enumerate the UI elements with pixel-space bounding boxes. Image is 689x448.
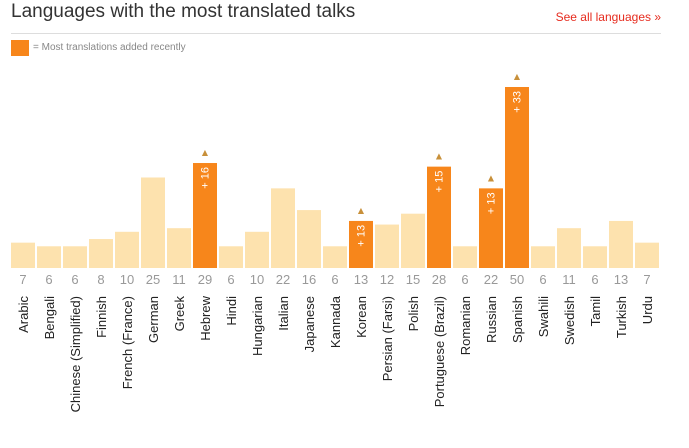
category-label: Turkish <box>614 296 629 338</box>
count-label: 29 <box>198 272 212 287</box>
category-label: Swahili <box>536 296 551 337</box>
count-label: 28 <box>432 272 446 287</box>
category-label: Urdu <box>640 296 655 324</box>
bar <box>37 246 61 268</box>
bar <box>323 246 347 268</box>
bar <box>11 242 35 268</box>
count-label: 13 <box>354 272 368 287</box>
category-label: Romanian <box>458 296 473 355</box>
count-label: 6 <box>461 272 468 287</box>
category-label: Hebrew <box>198 295 213 340</box>
bar <box>609 220 633 268</box>
category-label: Hungarian <box>250 296 265 356</box>
category-label: Swedish <box>562 296 577 345</box>
category-label: French (France) <box>120 296 135 389</box>
category-label: Bengali <box>42 296 57 339</box>
recent-added-label: + 16 <box>200 167 212 189</box>
count-label: 8 <box>97 272 104 287</box>
category-label: Tamil <box>588 296 603 326</box>
count-label: 11 <box>562 272 576 287</box>
count-label: 16 <box>302 272 316 287</box>
count-label: 6 <box>227 272 234 287</box>
count-label: 13 <box>614 272 628 287</box>
bar <box>271 188 295 268</box>
bar <box>297 210 321 268</box>
bar <box>635 242 659 268</box>
count-label: 50 <box>510 272 524 287</box>
count-label: 6 <box>331 272 338 287</box>
bar <box>427 166 451 268</box>
recent-added-label: + 33 <box>512 91 524 113</box>
recent-increase-marker-icon: ▲ <box>202 148 209 157</box>
count-label: 12 <box>380 272 394 287</box>
legend-swatch <box>11 40 29 56</box>
category-label: Italian <box>276 296 291 331</box>
recent-added-label: + 13 <box>486 192 498 214</box>
bar <box>505 87 529 268</box>
bar <box>167 228 191 268</box>
count-label: 6 <box>591 272 598 287</box>
category-label: Kannada <box>328 295 343 348</box>
count-label: 7 <box>19 272 26 287</box>
bar <box>63 246 87 268</box>
bar <box>89 239 113 268</box>
bar <box>557 228 581 268</box>
count-label: 6 <box>71 272 78 287</box>
category-label: Korean <box>354 296 369 338</box>
category-label: Russian <box>484 296 499 343</box>
count-label: 10 <box>120 272 134 287</box>
count-label: 25 <box>146 272 160 287</box>
recent-increase-marker-icon: ▲ <box>488 173 495 182</box>
category-label: Japanese <box>302 296 317 352</box>
chart-title: Languages with the most translated talks <box>11 1 356 22</box>
category-label: Chinese (Simplified) <box>68 296 83 412</box>
bar <box>219 246 243 268</box>
bar <box>115 231 139 268</box>
bar <box>349 220 373 268</box>
bar <box>193 163 217 268</box>
bar <box>453 246 477 268</box>
bar <box>479 188 503 268</box>
category-label: Spanish <box>510 296 525 343</box>
category-label: Greek <box>172 296 187 332</box>
category-label: Polish <box>406 296 421 331</box>
category-label: Portuguese (Brazil) <box>432 296 447 407</box>
count-label: 10 <box>250 272 264 287</box>
count-label: 7 <box>643 272 650 287</box>
recent-increase-marker-icon: ▲ <box>358 206 365 215</box>
count-label: 22 <box>276 272 290 287</box>
recent-increase-marker-icon: ▲ <box>514 72 521 81</box>
count-label: 11 <box>172 272 186 287</box>
header-divider <box>11 33 661 34</box>
bar <box>583 246 607 268</box>
bar <box>141 177 165 268</box>
count-label: 15 <box>406 272 420 287</box>
category-label: Finnish <box>94 296 109 338</box>
recent-increase-marker-icon: ▲ <box>436 152 443 161</box>
category-label: Hindi <box>224 296 239 326</box>
recent-added-label: + 13 <box>356 225 368 247</box>
legend-label: = Most translations added recently <box>33 42 186 53</box>
bar <box>245 231 269 268</box>
bar <box>531 246 555 268</box>
category-label: Persian (Farsi) <box>380 296 395 381</box>
count-label: 6 <box>45 272 52 287</box>
bar <box>375 224 399 268</box>
category-label: German <box>146 296 161 343</box>
recent-added-label: + 15 <box>434 171 446 193</box>
count-label: 22 <box>484 272 498 287</box>
see-all-languages-link[interactable]: See all languages » <box>555 10 661 24</box>
bar <box>401 213 425 268</box>
category-label: Arabic <box>16 296 31 333</box>
count-label: 6 <box>539 272 546 287</box>
